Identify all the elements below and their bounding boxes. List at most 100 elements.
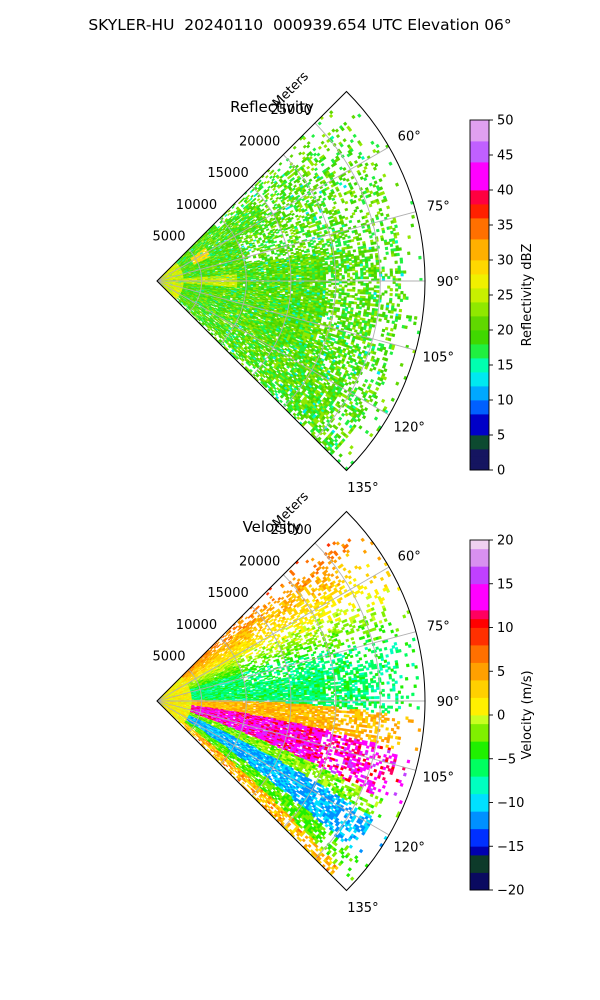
- field-cell: [361, 254, 365, 258]
- field-cell: [251, 219, 256, 223]
- field-cell: [314, 293, 318, 297]
- field-cell: [360, 291, 364, 295]
- field-cell: [191, 276, 195, 278]
- field-cell: [316, 246, 321, 250]
- field-cell: [320, 252, 325, 256]
- field-cell: [327, 293, 331, 296]
- field-cell: [328, 284, 332, 287]
- field-cell: [365, 265, 369, 269]
- field-cell: [321, 263, 326, 266]
- field-cell: [269, 197, 274, 201]
- field-cell: [376, 200, 381, 205]
- field-cell: [309, 195, 314, 200]
- field-cell: [264, 259, 269, 262]
- field-cell: [341, 276, 345, 280]
- field-cell: [344, 200, 349, 205]
- field-cell: [231, 276, 235, 279]
- field-cell: [375, 294, 380, 298]
- field-cell: [373, 180, 378, 185]
- field-cell: [256, 260, 260, 263]
- field-cell: [343, 121, 348, 126]
- field-cell: [262, 249, 266, 252]
- field-cell: [395, 270, 399, 274]
- field-cell: [295, 247, 299, 251]
- field-cell: [385, 251, 389, 255]
- field-cell: [250, 194, 254, 199]
- field-cell: [407, 251, 411, 256]
- field-cell: [349, 282, 353, 286]
- field-cell: [375, 216, 380, 221]
- field-cell: [372, 148, 377, 154]
- field-cell: [374, 248, 378, 252]
- field-cell: [371, 232, 375, 236]
- field-cell: [329, 110, 334, 115]
- field-cell: [323, 253, 327, 257]
- field-cell: [349, 268, 353, 272]
- field-cell: [325, 287, 329, 291]
- field-cell: [303, 208, 308, 212]
- field-cell: [324, 262, 329, 266]
- field-cell: [317, 145, 322, 150]
- field-cell: [356, 219, 361, 224]
- field-cell: [300, 294, 304, 297]
- field-cell: [394, 224, 398, 229]
- figure-title: SKYLER-HU 20240110 000939.654 UTC Elevat…: [88, 16, 512, 34]
- field-cell: [360, 282, 364, 286]
- field-cell: [241, 265, 245, 268]
- field-cell: [355, 276, 359, 280]
- field-cell: [346, 268, 350, 272]
- field-cell: [394, 260, 398, 264]
- field-cell: [297, 235, 301, 239]
- field-cell: [370, 161, 375, 167]
- field-cell: [385, 213, 390, 218]
- field-cell: [329, 298, 334, 302]
- field-cell: [241, 245, 245, 248]
- field-cell: [368, 249, 373, 253]
- field-cell: [359, 176, 364, 181]
- field-cell: [297, 220, 302, 224]
- field-cell: [342, 177, 347, 182]
- field-cell: [285, 233, 289, 237]
- field-cell: [293, 184, 297, 188]
- field-cell: [357, 291, 361, 295]
- field-cell: [258, 274, 262, 277]
- reflectivity-field: [157, 110, 423, 471]
- field-cell: [326, 240, 330, 244]
- field-cell: [284, 292, 288, 296]
- field-cell: [390, 230, 394, 235]
- field-cell: [329, 262, 334, 266]
- field-cell: [362, 169, 367, 174]
- field-cell: [271, 272, 275, 275]
- field-cell: [375, 143, 380, 149]
- field-cell: [341, 265, 345, 268]
- field-cell: [266, 180, 270, 184]
- field-cell: [219, 220, 224, 224]
- field-cell: [376, 269, 380, 273]
- field-cell: [227, 209, 231, 213]
- field-cell: [344, 216, 349, 221]
- field-cell: [196, 283, 200, 285]
- field-cell: [382, 173, 387, 178]
- field-cell: [365, 212, 370, 216]
- field-cell: [353, 194, 358, 199]
- field-cell: [319, 297, 323, 301]
- field-cell: [260, 208, 265, 212]
- field-cell: [245, 197, 249, 201]
- field-cell: [325, 271, 329, 275]
- field-cell: [288, 191, 293, 196]
- field-cell: [306, 250, 310, 253]
- field-cell: [362, 271, 367, 275]
- field-cell: [384, 273, 388, 277]
- field-cell: [275, 196, 280, 201]
- field-cell: [388, 161, 393, 166]
- field-cell: [247, 290, 251, 293]
- field-cell: [360, 155, 365, 161]
- field-cell: [277, 168, 281, 172]
- field-cell: [359, 263, 364, 267]
- field-cell: [367, 258, 371, 262]
- field-cell: [399, 260, 404, 264]
- field-cell: [272, 187, 276, 192]
- field-cell: [255, 269, 259, 271]
- field-cell: [327, 269, 332, 273]
- field-cell: [316, 152, 321, 157]
